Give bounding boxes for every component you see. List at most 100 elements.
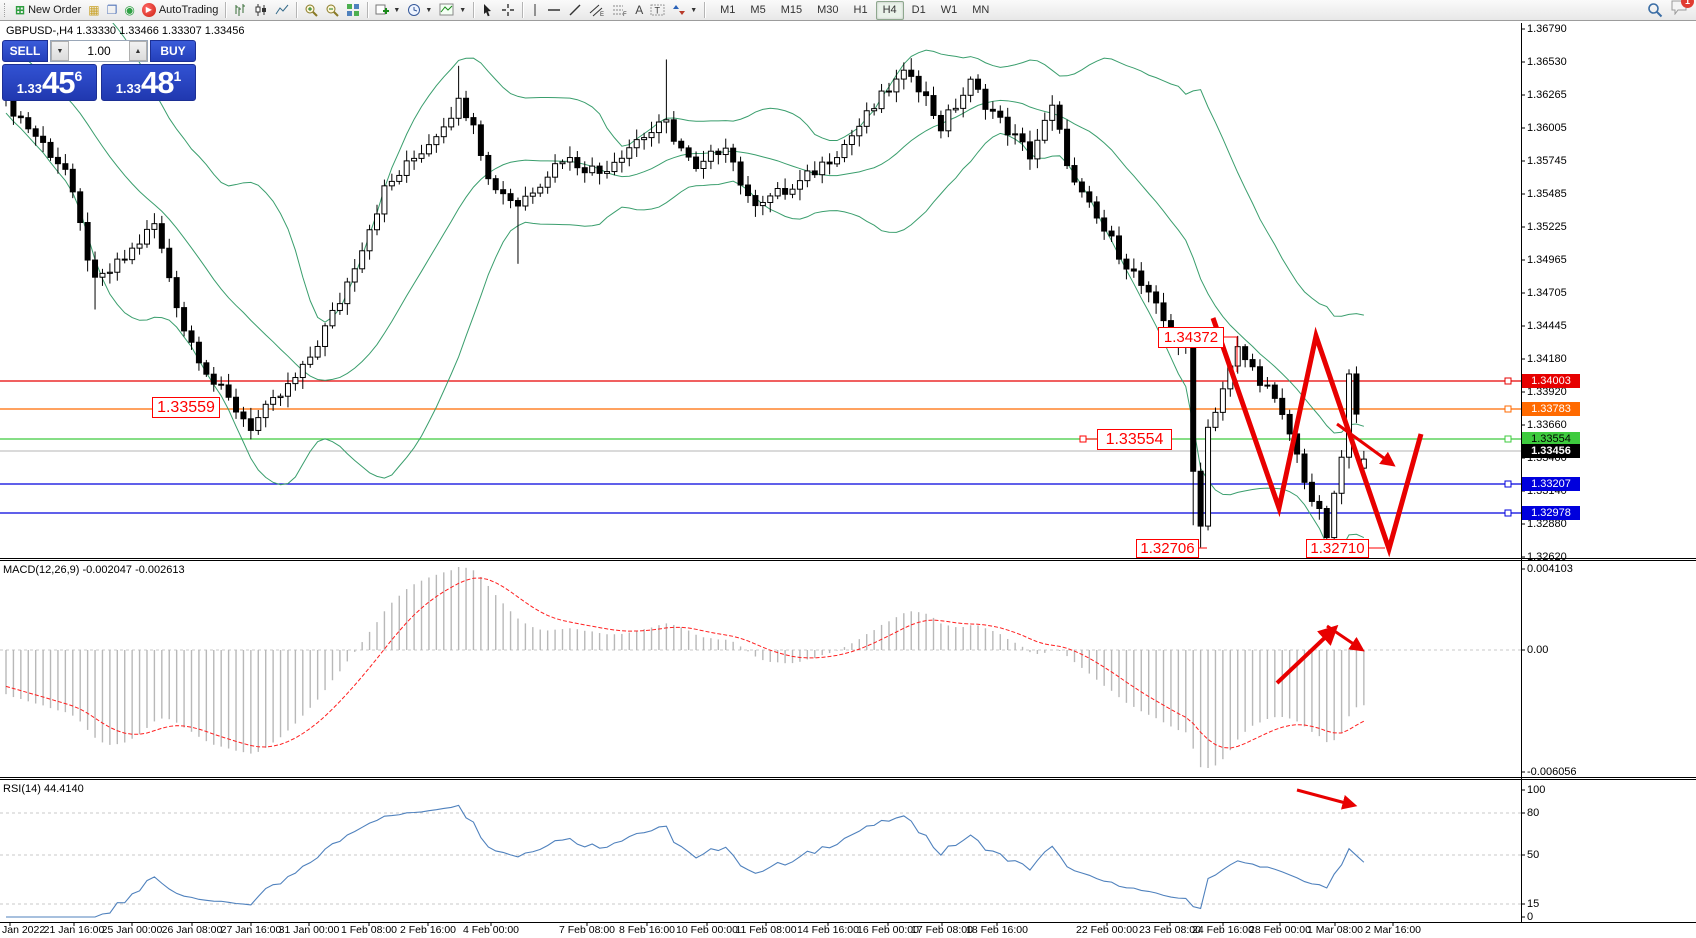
text-label-icon: T [650, 4, 665, 16]
time-axis-label: 10 Feb 00:00 [676, 924, 738, 936]
time-axis-label: 17 Feb 08:00 [911, 924, 973, 936]
price-axis-label: 1.33920 [1527, 386, 1567, 398]
cursor-button[interactable] [478, 1, 497, 19]
volume-decrease-button[interactable]: ▼ [51, 41, 69, 61]
charts-icon: ▦ [88, 3, 100, 17]
price-axis-label: 1.36265 [1527, 89, 1567, 101]
time-axis-label: 11 Feb 08:00 [735, 924, 797, 936]
toolbar-separator [296, 2, 298, 18]
svg-text:E: E [600, 12, 604, 17]
price-axis-label: 1.33660 [1527, 419, 1567, 431]
text-button[interactable]: A [632, 1, 646, 19]
toolbar: ⊞ New Order ▦ ❐ ◉ ▶ AutoTrading ▼ ▼ ▼ E … [0, 0, 1696, 21]
volume-value[interactable]: 1.00 [87, 44, 111, 58]
cursor-icon [484, 4, 492, 17]
new-order-label: New Order [28, 4, 82, 16]
time-axis-label: 2 Feb 16:00 [399, 924, 457, 936]
zoom-in-icon [305, 4, 319, 17]
autotrading-label: AutoTrading [158, 4, 219, 16]
arrows-button[interactable]: ▼ [669, 1, 700, 19]
price-callout[interactable]: 1.32706 [1136, 539, 1199, 558]
autotrading-button[interactable]: ▶ AutoTrading [139, 1, 222, 19]
price-callout[interactable]: 1.33554 [1097, 429, 1172, 450]
price-axis-label: 1.35485 [1527, 188, 1567, 200]
toolbar-right: 1 [1647, 0, 1696, 20]
new-chart-icon [375, 4, 390, 15]
toolbar-grip[interactable] [4, 3, 9, 17]
candlestick-chart-button[interactable] [251, 1, 271, 19]
time-axis-label: 18 Feb 16:00 [966, 924, 1028, 936]
timeframe-button-mn[interactable]: MN [972, 3, 990, 16]
text-icon: A [635, 3, 644, 17]
timeframe-button-m5[interactable]: M5 [750, 3, 766, 16]
time-axis-label: 2 Mar 16:00 [1364, 924, 1422, 936]
price-axis-label: 1.34445 [1527, 320, 1567, 332]
macd-axis-label: 0.004103 [1527, 563, 1573, 575]
hline-price-tag: 1.32978 [1522, 506, 1580, 520]
price-axis-label: 1.32620 [1527, 551, 1567, 563]
chevron-down-icon: ▼ [459, 6, 467, 14]
price-callout[interactable]: 1.33559 [152, 397, 220, 418]
vertical-line-button[interactable] [527, 1, 543, 19]
price-axis-label: 1.34965 [1527, 254, 1567, 266]
timeframe-button-w1[interactable]: W1 [940, 3, 958, 16]
timeframe-toolbar: M1 M5 M15 M30 H1 H4 D1 W1 MN [713, 0, 996, 20]
timeframe-button-h1[interactable]: H1 [853, 3, 868, 16]
buy-price-sup: 1 [173, 68, 182, 84]
indicators-button[interactable]: ▼ [436, 1, 469, 19]
timeframe-button-h4[interactable]: H4 [875, 0, 904, 20]
chevron-down-icon: ▼ [393, 6, 401, 14]
horizontal-line-button[interactable] [544, 1, 564, 19]
vertical-line-icon [534, 4, 536, 16]
charts-button[interactable]: ▦ [85, 1, 102, 19]
notifications-button[interactable]: 1 [1671, 0, 1694, 20]
volume-increase-button[interactable]: ▲ [129, 41, 147, 61]
macd-histogram [5, 566, 1365, 769]
market-watch-button[interactable]: ❐ [104, 1, 121, 19]
timeframe-button-d1[interactable]: D1 [911, 3, 926, 16]
search-icon[interactable] [1647, 2, 1663, 18]
buy-price-big: 48 [141, 65, 174, 100]
toolbar-separator [704, 2, 706, 18]
sell-price-small: 1.33 [16, 81, 43, 96]
hline-price-tag: 1.33554 [1522, 432, 1580, 446]
time-axis-label: 14 Feb 16:00 [797, 924, 859, 936]
tile-windows-button[interactable] [343, 1, 363, 19]
new-chart-button[interactable]: ▼ [372, 1, 403, 19]
toolbar-separator [522, 2, 524, 18]
time-axis-label: 7 Feb 08:00 [558, 924, 616, 936]
price-axis-label: 1.36790 [1527, 23, 1567, 35]
zoom-out-button[interactable] [322, 1, 342, 19]
timeframe-button-m1[interactable]: M1 [720, 3, 736, 16]
chart-canvas[interactable] [0, 21, 1696, 938]
buy-price[interactable]: 1.33 48 1 [101, 64, 196, 101]
clock-icon [408, 4, 421, 16]
sell-button[interactable]: SELL [2, 40, 48, 62]
candles [3, 58, 1367, 548]
crosshair-button[interactable] [498, 1, 518, 19]
tile-windows-icon [347, 4, 360, 16]
chevron-down-icon: ▼ [425, 6, 433, 14]
hline-price-tag: 1.33207 [1522, 477, 1580, 491]
timeframe-button-m15[interactable]: M15 [780, 3, 803, 16]
trendline-button[interactable] [565, 1, 585, 19]
time-axis-label: 8 Feb 16:00 [618, 924, 676, 936]
fibonacci-button[interactable]: F [609, 1, 631, 19]
signal-button[interactable]: ◉ [121, 1, 137, 19]
macd-axis-label: -0.006056 [1527, 766, 1577, 778]
price-callout[interactable]: 1.34372 [1158, 327, 1224, 348]
new-order-button[interactable]: ⊞ New Order [12, 1, 84, 19]
price-callout[interactable]: 1.32710 [1306, 539, 1369, 558]
line-chart-icon [275, 4, 289, 15]
price-axis-label: 1.35225 [1527, 221, 1567, 233]
period-button[interactable]: ▼ [404, 1, 435, 19]
buy-button[interactable]: BUY [150, 40, 196, 62]
sell-price[interactable]: 1.33 45 6 [2, 64, 97, 101]
equidistant-channel-button[interactable]: E [586, 1, 608, 19]
line-chart-button[interactable] [272, 1, 292, 19]
timeframe-button-m30[interactable]: M30 [817, 3, 839, 16]
bar-chart-button[interactable] [230, 1, 250, 19]
zoom-in-button[interactable] [301, 1, 321, 19]
rsi-label: RSI(14) 44.4140 [3, 783, 84, 795]
text-label-button[interactable]: T [647, 1, 668, 19]
